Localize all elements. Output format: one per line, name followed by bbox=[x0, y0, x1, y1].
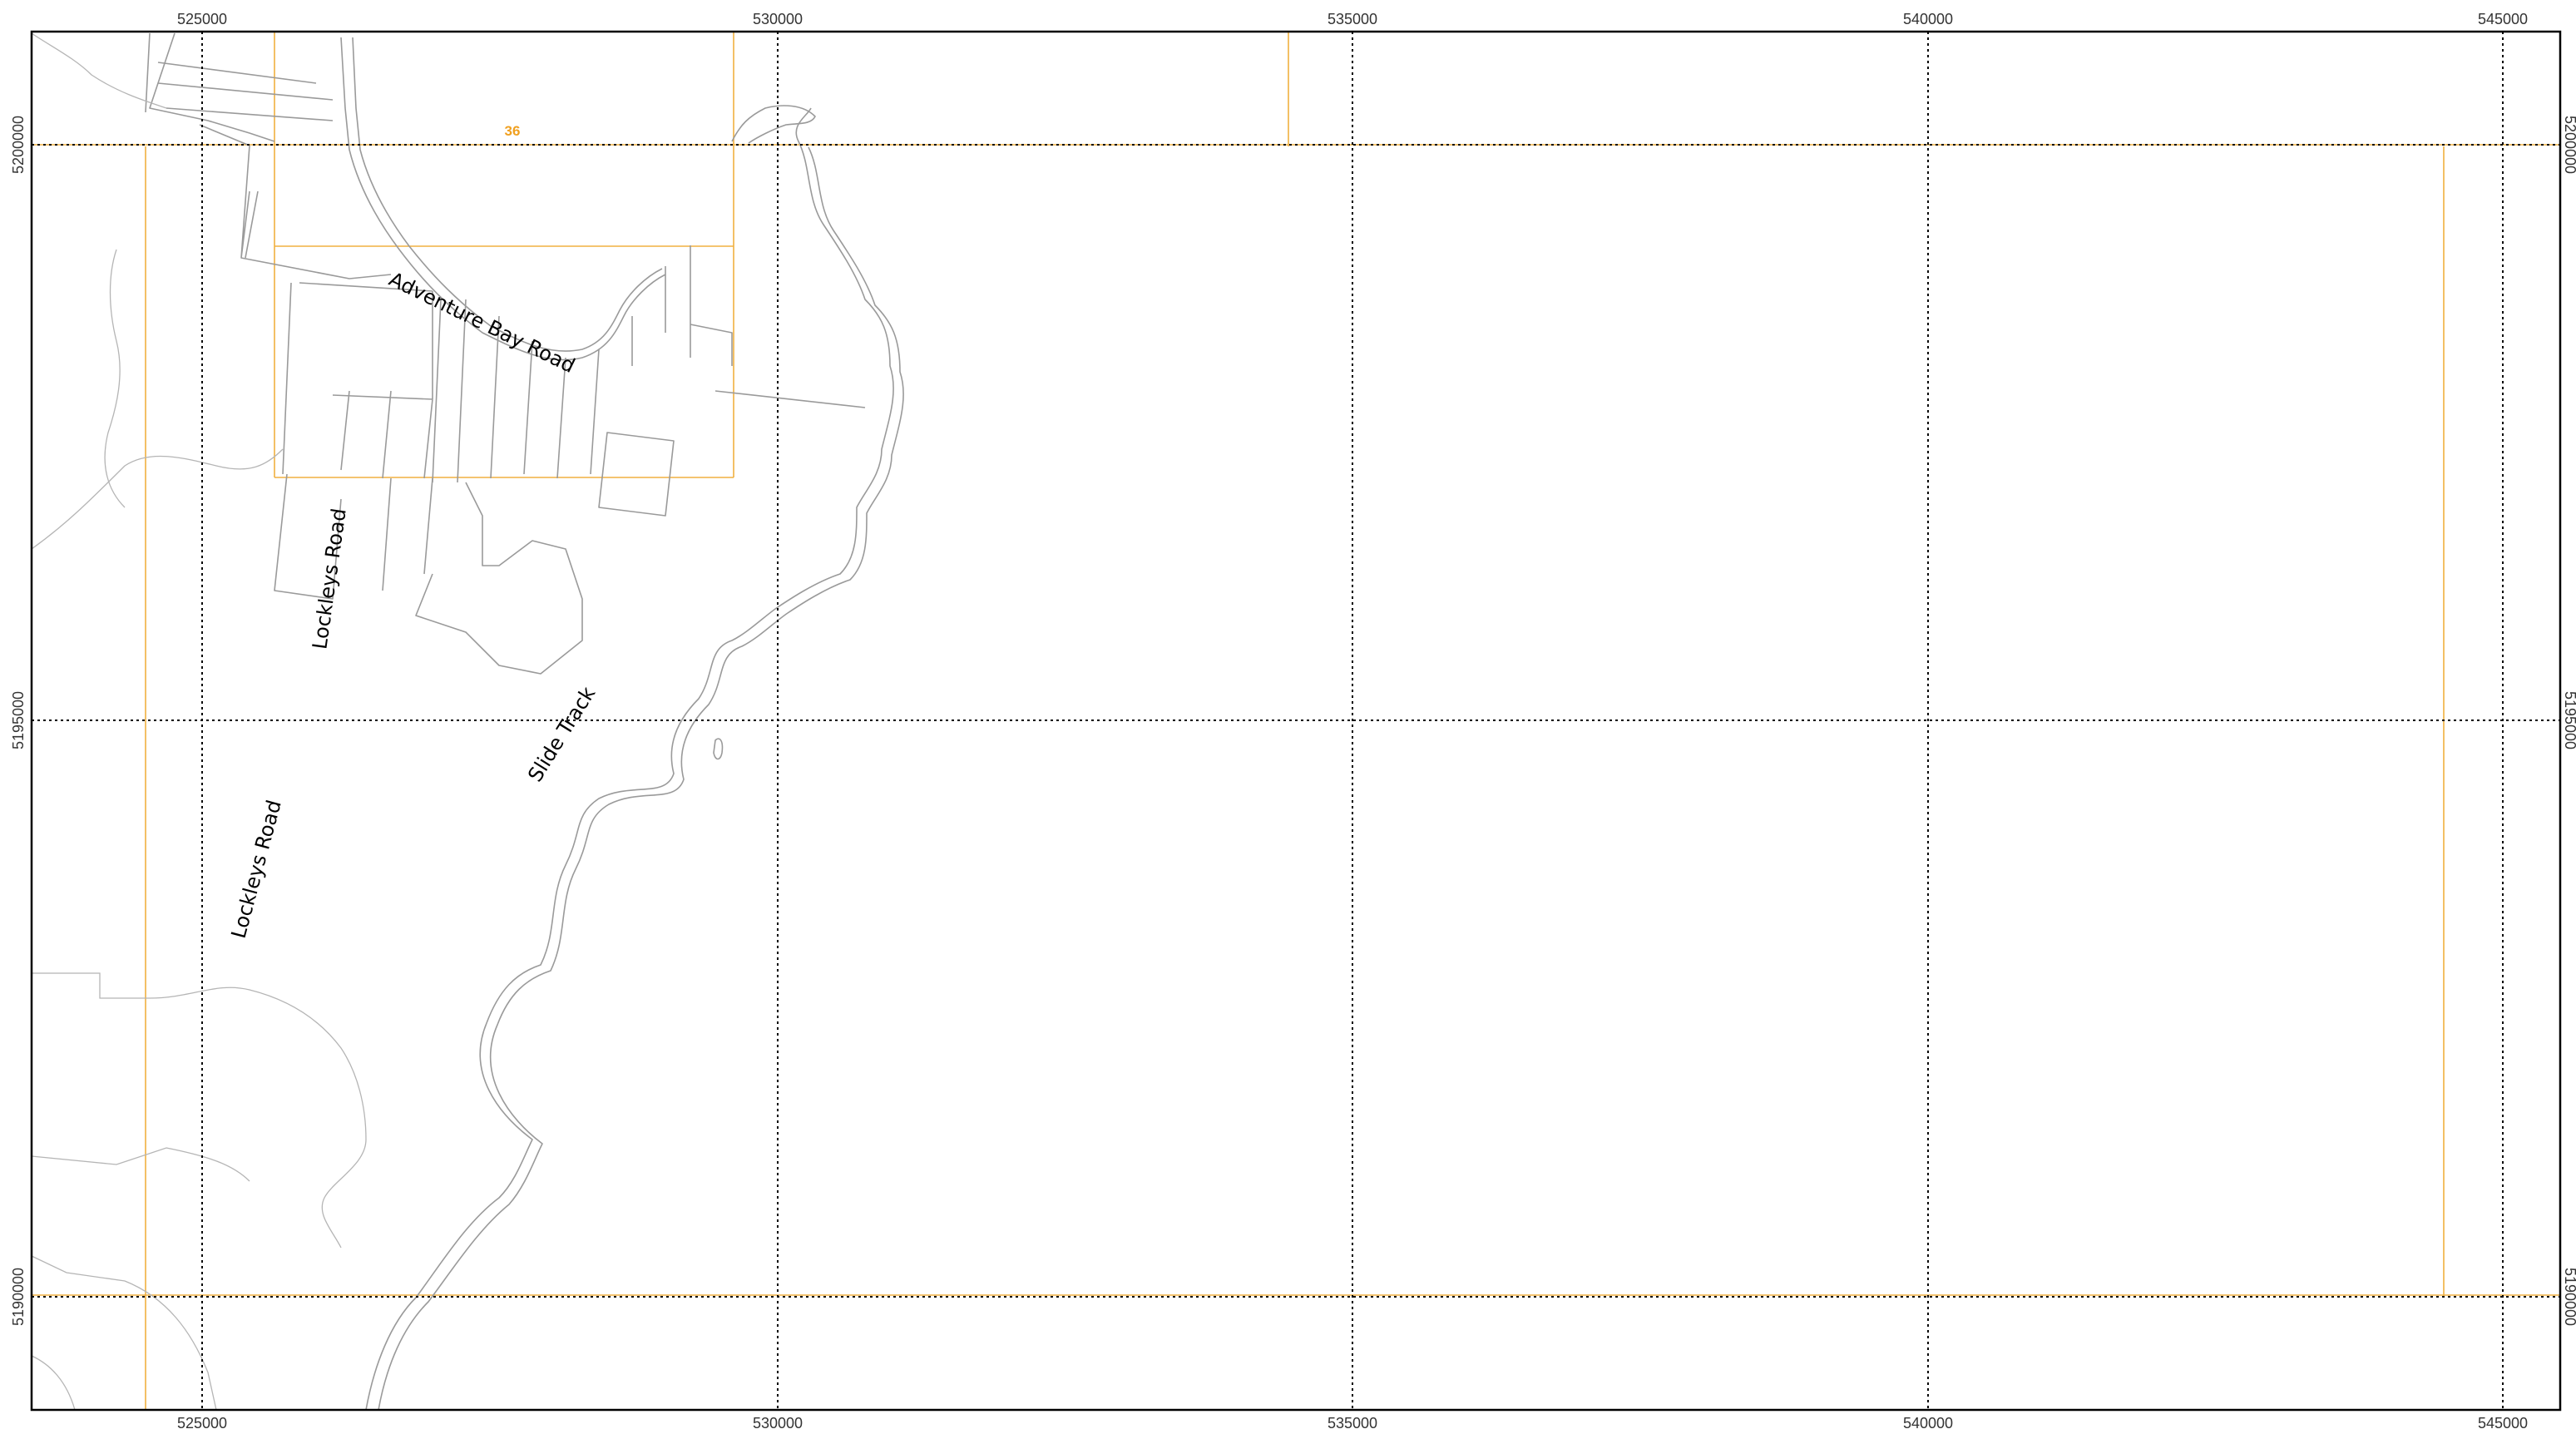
drainage-line bbox=[31, 1355, 76, 1411]
adventure-bay-road bbox=[340, 37, 666, 361]
easting-label: 545000 bbox=[2478, 1415, 2528, 1432]
drainage-line bbox=[31, 1147, 250, 1182]
northing-label: 5190000 bbox=[2562, 1268, 2576, 1326]
property-boundaries bbox=[145, 32, 866, 675]
map-frame bbox=[30, 30, 2562, 1412]
northing-label: 5195000 bbox=[2562, 691, 2576, 749]
easting-label: 540000 bbox=[1903, 1415, 1953, 1432]
easting-label: 535000 bbox=[1328, 1415, 1377, 1432]
northing-label: 5195000 bbox=[10, 691, 27, 749]
adventure-bay-road-edge bbox=[352, 37, 663, 352]
coastline-inner bbox=[378, 146, 904, 1411]
peninsula-tip bbox=[731, 105, 816, 144]
northing-labels-right: 5200000 5195000 5190000 bbox=[2562, 116, 2576, 1326]
map-sheet-boundaries bbox=[32, 32, 2560, 1410]
easting-label: 530000 bbox=[753, 11, 803, 27]
northing-label: 5200000 bbox=[10, 116, 27, 174]
northing-label: 5190000 bbox=[10, 1268, 27, 1326]
drainage-line bbox=[31, 448, 284, 550]
northing-labels-left: 5200000 5195000 5190000 bbox=[10, 116, 27, 1326]
drainage-line bbox=[104, 249, 126, 508]
easting-label: 525000 bbox=[177, 11, 227, 27]
small-island bbox=[713, 738, 724, 760]
map-features bbox=[31, 32, 904, 1411]
coordinate-grid bbox=[32, 32, 2560, 1410]
drainage-line bbox=[31, 1255, 217, 1411]
easting-labels-bottom: 525000 530000 535000 540000 545000 bbox=[177, 1415, 2528, 1432]
easting-label: 535000 bbox=[1328, 11, 1377, 27]
easting-label: 545000 bbox=[2478, 11, 2528, 27]
drainage-line bbox=[32, 972, 367, 1249]
easting-labels-top: 525000 530000 535000 540000 545000 bbox=[177, 11, 2528, 27]
drainage-line bbox=[31, 32, 167, 109]
map-sheet-label: 36 bbox=[505, 123, 521, 139]
coastline bbox=[365, 107, 894, 1411]
northing-label: 5200000 bbox=[2562, 116, 2576, 174]
easting-label: 530000 bbox=[753, 1415, 803, 1432]
easting-label: 540000 bbox=[1903, 11, 1953, 27]
easting-label: 525000 bbox=[177, 1415, 227, 1432]
